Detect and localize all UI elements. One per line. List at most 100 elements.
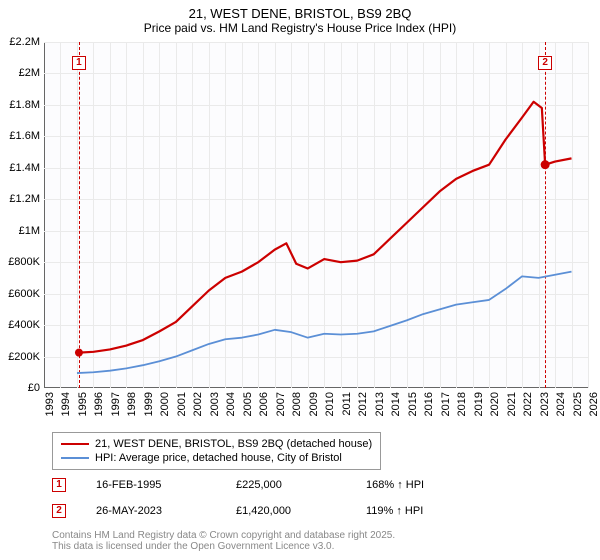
x-axis-label: 1994 — [60, 392, 72, 422]
legend-swatch — [61, 457, 89, 459]
gridline-v — [308, 42, 309, 388]
gridline-v — [192, 42, 193, 388]
x-axis-label: 2025 — [572, 392, 584, 422]
footer-pct: 119% ↑ HPI — [366, 505, 423, 517]
legend-swatch — [61, 443, 89, 445]
x-axis-label: 1997 — [110, 392, 122, 422]
x-axis-label: 2020 — [489, 392, 501, 422]
gridline-v — [357, 42, 358, 388]
gridline-v — [242, 42, 243, 388]
x-axis-label: 2022 — [522, 392, 534, 422]
gridline-v — [407, 42, 408, 388]
footer-price: £1,420,000 — [236, 505, 336, 517]
marker-badge: 2 — [538, 56, 552, 70]
y-axis-label: £2M — [0, 67, 40, 79]
footer-row: 2 26-MAY-2023 £1,420,000 119% ↑ HPI — [52, 504, 423, 518]
x-axis-label: 2015 — [407, 392, 419, 422]
y-axis-label: £400K — [0, 319, 40, 331]
x-axis-label: 2000 — [159, 392, 171, 422]
x-axis-label: 1998 — [126, 392, 138, 422]
x-axis-label: 2011 — [341, 392, 353, 422]
x-axis-label: 2009 — [308, 392, 320, 422]
x-axis-label: 2006 — [258, 392, 270, 422]
y-axis-label: £200K — [0, 351, 40, 363]
gridline-v — [225, 42, 226, 388]
x-axis-label: 2001 — [176, 392, 188, 422]
gridline-v — [539, 42, 540, 388]
gridline-v — [77, 42, 78, 388]
gridline-v — [588, 42, 589, 388]
gridline-v — [275, 42, 276, 388]
chart-title: 21, WEST DENE, BRISTOL, BS9 2BQ — [0, 0, 600, 21]
credits-line1: Contains HM Land Registry data © Crown c… — [52, 530, 395, 541]
gridline-v — [522, 42, 523, 388]
gridline-v — [258, 42, 259, 388]
x-axis-label: 2002 — [192, 392, 204, 422]
x-axis-label: 2008 — [291, 392, 303, 422]
gridline-v — [423, 42, 424, 388]
x-axis-label: 2026 — [588, 392, 600, 422]
footer-pct: 168% ↑ HPI — [366, 479, 424, 491]
legend: 21, WEST DENE, BRISTOL, BS9 2BQ (detache… — [52, 432, 381, 470]
marker-badge: 1 — [72, 56, 86, 70]
y-axis-label: £1.8M — [0, 99, 40, 111]
legend-item: HPI: Average price, detached house, City… — [61, 451, 372, 465]
gridline-v — [473, 42, 474, 388]
gridline-v — [291, 42, 292, 388]
marker-line — [79, 42, 80, 388]
y-axis-label: £1.2M — [0, 193, 40, 205]
chart-container: { "title": "21, WEST DENE, BRISTOL, BS9 … — [0, 0, 600, 560]
x-axis-label: 2003 — [209, 392, 221, 422]
x-axis-label: 2017 — [440, 392, 452, 422]
x-axis-label: 1999 — [143, 392, 155, 422]
x-axis-label: 1993 — [44, 392, 56, 422]
gridline-v — [456, 42, 457, 388]
footer-date: 16-FEB-1995 — [96, 479, 206, 491]
gridline-v — [324, 42, 325, 388]
x-axis-label: 1995 — [77, 392, 89, 422]
gridline-v — [506, 42, 507, 388]
marker-line — [545, 42, 546, 388]
gridline-v — [176, 42, 177, 388]
gridline-v — [209, 42, 210, 388]
legend-item: 21, WEST DENE, BRISTOL, BS9 2BQ (detache… — [61, 437, 372, 451]
x-axis-label: 2004 — [225, 392, 237, 422]
gridline-v — [572, 42, 573, 388]
footer-date: 26-MAY-2023 — [96, 505, 206, 517]
x-axis-label: 2019 — [473, 392, 485, 422]
gridline-v — [126, 42, 127, 388]
x-axis-label: 2012 — [357, 392, 369, 422]
y-axis-label: £800K — [0, 256, 40, 268]
y-axis-label: £600K — [0, 288, 40, 300]
footer-price: £225,000 — [236, 479, 336, 491]
x-axis-label: 2018 — [456, 392, 468, 422]
x-axis-label: 2013 — [374, 392, 386, 422]
y-axis-label: £1.4M — [0, 162, 40, 174]
footer-marker: 1 — [52, 478, 66, 492]
gridline-v — [93, 42, 94, 388]
gridline-v — [159, 42, 160, 388]
gridline-v — [440, 42, 441, 388]
gridline-v — [110, 42, 111, 388]
x-axis-label: 2014 — [390, 392, 402, 422]
x-axis-label: 1996 — [93, 392, 105, 422]
y-axis-label: £1.6M — [0, 130, 40, 142]
x-axis-label: 2005 — [242, 392, 254, 422]
y-axis-label: £0 — [0, 382, 40, 394]
credits-line2: This data is licensed under the Open Gov… — [52, 541, 395, 552]
gridline-v — [555, 42, 556, 388]
footer-marker: 2 — [52, 504, 66, 518]
x-axis-label: 2010 — [324, 392, 336, 422]
footer-row: 1 16-FEB-1995 £225,000 168% ↑ HPI — [52, 478, 424, 492]
x-axis-label: 2023 — [539, 392, 551, 422]
chart-subtitle: Price paid vs. HM Land Registry's House … — [0, 21, 600, 39]
gridline-v — [143, 42, 144, 388]
x-axis-label: 2024 — [555, 392, 567, 422]
gridline-v — [60, 42, 61, 388]
x-axis-label: 2016 — [423, 392, 435, 422]
y-axis-label: £1M — [0, 225, 40, 237]
gridline-v — [341, 42, 342, 388]
credits: Contains HM Land Registry data © Crown c… — [52, 530, 395, 552]
x-axis-label: 2021 — [506, 392, 518, 422]
y-axis-label: £2.2M — [0, 36, 40, 48]
